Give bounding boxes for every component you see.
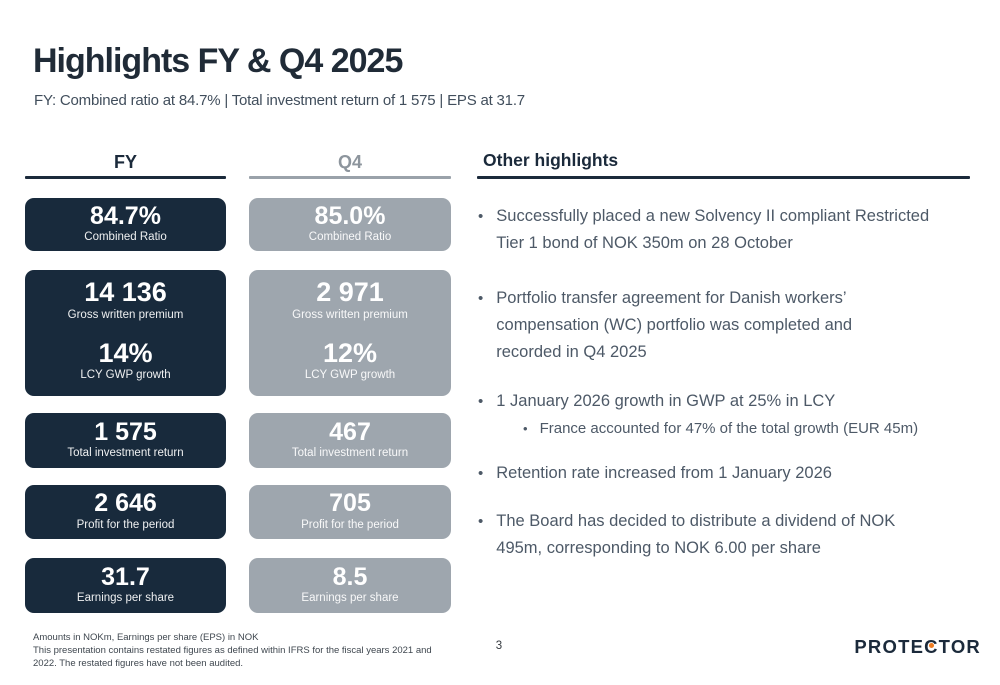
fy-column-header: FY [113,152,137,172]
bullet-text: Successfully placed a new Solvency II co… [496,207,930,252]
stat-value: 31.7 [101,562,150,591]
bullet-item: • Retention rate increased from 1 Januar… [478,460,948,487]
stat-label: Total investment return [67,447,184,460]
q4-column-header: Q4 [337,152,362,172]
stat-value: 85.0% [314,201,386,230]
stat-group: 14 136 Gross written premium [67,277,184,323]
slide-title: Highlights FY & Q4 2025 [33,42,403,80]
bullet-dot-icon: • [478,393,484,410]
stat-value: 467 [329,417,371,446]
bullet-dot-icon: • [523,421,528,436]
bullet-item: • 1 January 2026 growth in GWP at 25% in… [478,388,948,415]
stat-value: 8.5 [332,562,368,591]
bullet-text: The Board has decided to distribute a di… [496,512,896,557]
bullet-text: 1 January 2026 growth in GWP at 25% in L… [496,392,836,410]
other-highlights-title: Other highlights [483,150,619,170]
stat-value: 14 136 [84,277,167,307]
fy-eps-card: 31.7 Earnings per share [25,558,226,613]
bullet-text: Retention rate increased from 1 January … [496,464,832,482]
page-number: 3 [495,640,503,652]
sub-bullet-text: France accounted for 47% of the total gr… [539,420,919,437]
logo-text: PROTE [854,636,925,657]
slide-subtitle: FY: Combined ratio at 84.7% | Total inve… [34,92,525,109]
stat-label: LCY GWP growth [80,369,171,382]
bullet-item: • Portfolio transfer agreement for Danis… [478,285,918,366]
fy-underline [25,176,226,179]
fy-investment-return-card: 1 575 Total investment return [25,413,226,468]
stat-label: Profit for the period [76,518,175,531]
q4-gwp-card: 2 971 Gross written premium 12% LCY GWP … [249,270,451,396]
stat-value: 14% [98,337,153,368]
bullet-item: • Successfully placed a new Solvency II … [478,203,943,257]
footnote-line: Amounts in NOKm, Earnings per share (EPS… [33,632,259,643]
stat-label: Earnings per share [301,592,399,605]
fy-gwp-card: 14 136 Gross written premium 14% LCY GWP… [25,270,226,396]
footnote: Amounts in NOKm, Earnings per share (EPS… [33,631,453,670]
sub-bullet-item: • France accounted for 47% of the total … [523,417,953,440]
stat-value: 705 [329,489,371,518]
bullet-text: Portfolio transfer agreement for Danish … [496,289,853,361]
protector-logo: PROTECTOR [854,636,981,658]
bullet-dot-icon: • [478,513,484,530]
stat-label: Profit for the period [301,518,399,531]
q4-combined-ratio-card: 85.0% Combined Ratio [249,198,451,251]
stat-value: 1 575 [94,417,157,446]
stat-label: Total investment return [291,447,409,460]
stat-label: Combined Ratio [308,231,392,244]
stat-group: 2 971 Gross written premium [292,277,408,323]
other-highlights-underline [477,176,970,179]
footnote-line: This presentation contains restated figu… [33,645,432,669]
logo-orange-dot [928,642,934,648]
bullet-item: • The Board has decided to distribute a … [478,508,898,562]
stat-group: 12% LCY GWP growth [304,337,396,384]
q4-investment-return-card: 467 Total investment return [249,413,451,468]
stat-value: 2 971 [316,277,384,307]
bullet-dot-icon: • [478,290,484,307]
stat-label: LCY GWP growth [304,369,396,382]
fy-combined-ratio-card: 84.7% Combined Ratio [25,198,226,251]
stat-value: 84.7% [90,201,161,230]
q4-eps-card: 8.5 Earnings per share [249,558,451,613]
stat-label: Gross written premium [67,308,184,321]
bullet-dot-icon: • [478,208,484,225]
stat-label: Gross written premium [292,308,408,321]
logo-text: TOR [938,636,981,657]
fy-profit-card: 2 646 Profit for the period [25,485,226,539]
stat-label: Combined Ratio [84,231,167,244]
logo-letter-c: C [924,636,939,658]
q4-underline [249,176,451,179]
stat-label: Earnings per share [76,592,175,605]
stat-value: 2 646 [94,489,157,518]
stat-group: 14% LCY GWP growth [80,337,171,384]
stat-value: 12% [322,337,378,368]
bullet-dot-icon: • [478,465,484,482]
q4-profit-card: 705 Profit for the period [249,485,451,539]
